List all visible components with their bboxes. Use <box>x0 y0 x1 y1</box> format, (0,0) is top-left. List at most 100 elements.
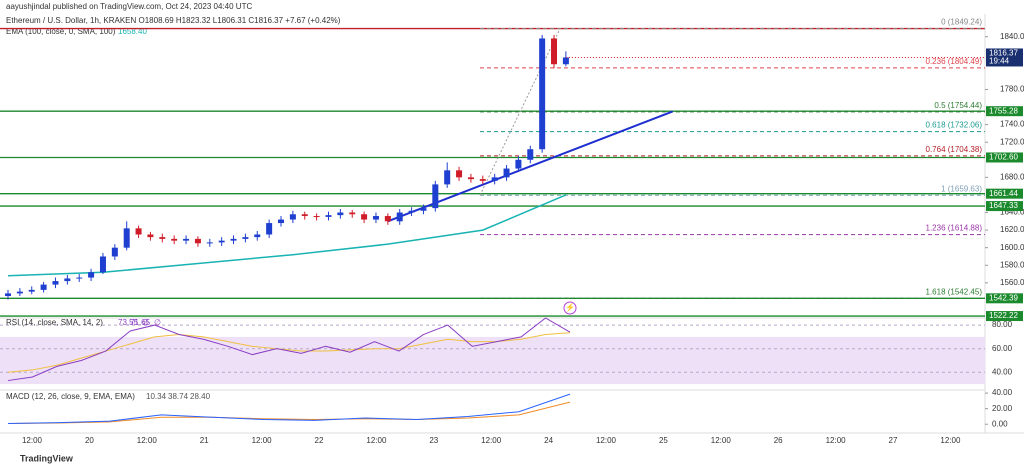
candle-body <box>313 216 320 218</box>
level-price-box <box>986 188 1023 199</box>
y-tick-label: 1600.00 <box>1000 243 1024 252</box>
x-tick-label: 27 <box>889 436 898 445</box>
y-tick-label: 1780.00 <box>1000 85 1024 94</box>
rsi-tick-label: 60.00 <box>992 344 1013 353</box>
level-price-label: 1647.33 <box>989 201 1018 210</box>
x-tick-label: 24 <box>544 436 553 445</box>
countdown: 19:44 <box>989 57 1010 66</box>
fib-label: 0.764 (1704.38) <box>926 145 983 154</box>
symbol-legend: Ethereum / U.S. Dollar, 1h, KRAKEN O1808… <box>6 16 341 25</box>
y-tick-label: 1640.00 <box>1000 208 1024 217</box>
level-price-box <box>986 311 1023 322</box>
fib-label: 0.618 (1732.06) <box>926 121 983 130</box>
rsi-tick-label: 40.00 <box>992 367 1013 376</box>
candle-body <box>278 219 285 224</box>
x-tick-label: 12:00 <box>826 436 847 445</box>
level-price-box <box>986 106 1023 117</box>
y-tick-label: 1680.00 <box>1000 172 1024 181</box>
candle-body <box>123 228 130 248</box>
candle-body <box>396 212 403 222</box>
candle-body <box>64 278 71 282</box>
macd-signal <box>7 401 571 424</box>
candle-body <box>5 293 11 297</box>
x-tick-label: 25 <box>659 436 668 445</box>
macd-line <box>7 393 571 424</box>
candle-body <box>16 291 23 294</box>
x-tick-label: 23 <box>429 436 438 445</box>
macd-tick-label: 40.00 <box>992 388 1013 397</box>
candle-body <box>254 234 261 238</box>
candle-body <box>562 57 569 65</box>
x-tick-label: 12:00 <box>711 436 732 445</box>
macd-tick-label: 20.00 <box>992 404 1013 413</box>
rsi-title: RSI (14, close, SMA, 14, 2) <box>6 318 103 327</box>
level-price-label: 1522.22 <box>989 311 1018 320</box>
level-price-box <box>986 152 1023 163</box>
candle-body <box>444 170 451 185</box>
candle-body <box>99 256 106 273</box>
candle-body <box>420 208 427 211</box>
fib-label: 1.618 (1542.45) <box>926 287 983 296</box>
ema-value: 1658.40 <box>118 27 147 36</box>
candle-body <box>52 281 59 285</box>
event-icon <box>563 301 577 315</box>
x-tick-label: 12:00 <box>481 436 502 445</box>
fib-label: 0.5 (1754.44) <box>934 101 982 110</box>
candle-body <box>183 238 190 241</box>
level-price-label: 1661.44 <box>989 189 1018 198</box>
candle-body <box>230 238 237 241</box>
candle-body <box>194 238 201 244</box>
candle-body <box>361 214 368 220</box>
y-tick-label: 1740.00 <box>1000 120 1024 129</box>
macd-title: MACD (12, 26, close, 9, EMA, EMA) <box>6 392 135 401</box>
candle-body <box>539 38 546 150</box>
x-tick-label: 26 <box>774 436 783 445</box>
fib-label: 0.236 (1804.49) <box>926 57 983 66</box>
candle-body <box>111 247 118 257</box>
macd-readout: 38.74 <box>168 392 189 401</box>
candle-body <box>301 214 308 217</box>
candle-body <box>171 238 178 241</box>
candle-body <box>337 212 344 216</box>
x-tick-label: 22 <box>315 436 324 445</box>
candle-body <box>551 38 558 65</box>
rsi-readout: 73.55 <box>118 318 139 327</box>
candle-body <box>40 284 47 290</box>
level-price-box <box>986 293 1023 304</box>
candle-body <box>384 216 391 222</box>
y-tick-label: 1620.00 <box>1000 225 1024 234</box>
rsi-readout: ∅ <box>154 318 161 327</box>
level-price-label: 1702.60 <box>989 153 1018 162</box>
candle-body <box>147 234 154 238</box>
x-tick-label: 12:00 <box>22 436 43 445</box>
level-price-label: 1755.28 <box>989 106 1018 115</box>
y-tick-label: 1560.00 <box>1000 278 1024 287</box>
rsi-readout: ∅ <box>142 318 149 327</box>
macd-readout: 10.34 <box>146 392 167 401</box>
macd-readout: 28.40 <box>190 392 211 401</box>
candle-body <box>479 179 486 181</box>
candle-body <box>432 184 439 209</box>
fib-label: 1 (1659.63) <box>941 184 982 193</box>
candle-body <box>218 240 225 243</box>
x-tick-label: 21 <box>200 436 209 445</box>
candle-body <box>325 215 332 217</box>
ema-legend: EMA (100, close, 0, SMA, 100) <box>6 27 116 36</box>
candle-body <box>159 237 166 239</box>
candle-body <box>491 177 498 181</box>
candle-body <box>408 210 415 213</box>
candle-body <box>467 177 474 180</box>
y-tick-label: 1720.00 <box>1000 137 1024 146</box>
event-icon-glyph: ⚡ <box>565 302 575 312</box>
candle-body <box>242 237 249 239</box>
candle-body <box>76 277 83 279</box>
x-tick-label: 12:00 <box>252 436 273 445</box>
candle-body <box>289 214 296 220</box>
fib-label: 1.236 (1614.88) <box>926 224 983 233</box>
y-tick-label: 1580.00 <box>1000 260 1024 269</box>
rsi-band <box>0 336 985 385</box>
level-price-box <box>986 201 1023 212</box>
last-price-label: 1816.37 <box>989 49 1018 58</box>
candle-body <box>456 170 463 178</box>
